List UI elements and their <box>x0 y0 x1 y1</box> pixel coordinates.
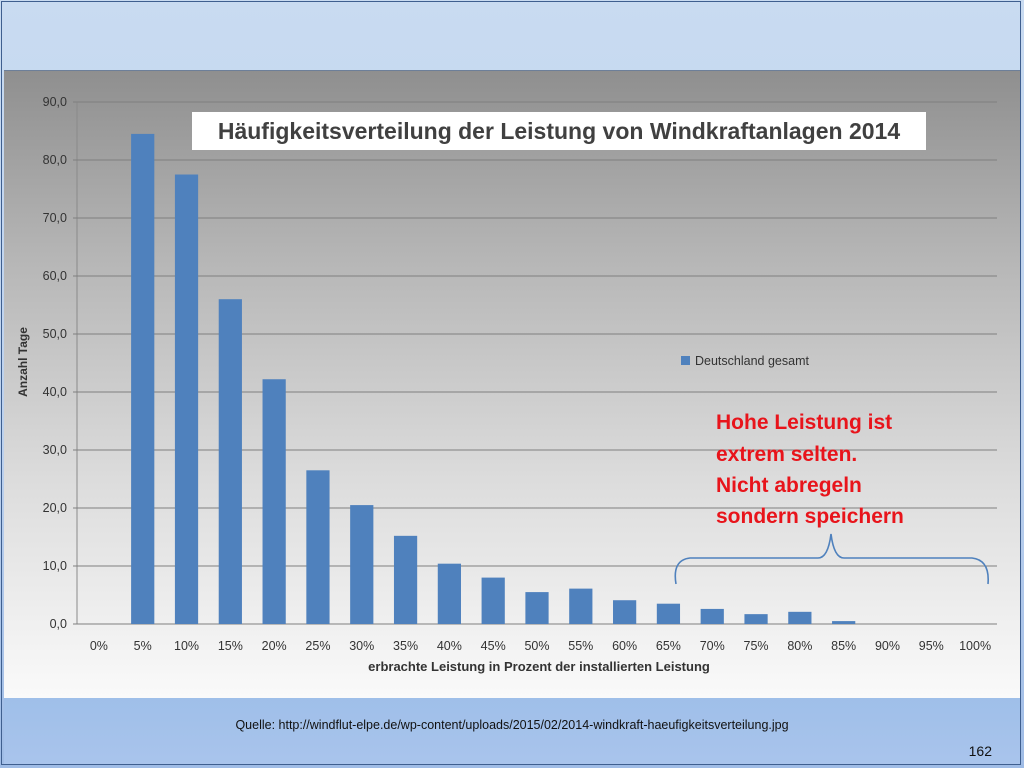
bar <box>306 470 330 624</box>
y-tick-label: 40,0 <box>43 385 67 399</box>
bar <box>788 611 812 624</box>
bar <box>218 299 242 624</box>
bar <box>393 535 418 624</box>
bar <box>350 505 374 624</box>
y-tick-label: 70,0 <box>43 211 67 225</box>
annotation-line-1: Hohe Leistung ist <box>716 411 892 434</box>
chart-panel <box>4 70 1020 699</box>
gridlines <box>73 101 997 625</box>
x-tick-label: 20% <box>262 639 287 653</box>
bar <box>656 603 681 624</box>
x-tick-label: 15% <box>218 639 243 653</box>
y-tick-label: 90,0 <box>43 95 67 109</box>
bar <box>569 588 593 624</box>
x-tick-label: 45% <box>481 639 506 653</box>
y-tick-labels: 0,0 10,0 20,0 30,0 40,0 50,0 60,0 70,0 80,0 90,0 <box>43 95 67 631</box>
bar <box>525 592 549 624</box>
annotation-brace <box>674 533 989 585</box>
annotation-line-3: Nicht abregeln <box>716 474 862 497</box>
bar <box>131 133 155 624</box>
bar <box>437 563 461 624</box>
y-tick-label: 20,0 <box>43 501 67 515</box>
x-tick-label: 0% <box>90 639 108 653</box>
y-tick-label: 50,0 <box>43 327 67 341</box>
y-tick-label: 0,0 <box>50 617 67 631</box>
bar <box>481 577 505 624</box>
bar <box>700 608 724 624</box>
page-number: 162 <box>968 743 992 759</box>
chart-title: Häufigkeitsverteilung der Leistung von W… <box>218 118 900 144</box>
x-tick-label: 50% <box>524 639 549 653</box>
y-tick-label: 80,0 <box>43 153 67 167</box>
x-tick-label: 35% <box>393 639 418 653</box>
x-tick-label: 55% <box>568 639 593 653</box>
x-tick-label: 100% <box>959 639 991 653</box>
x-tick-label: 40% <box>437 639 462 653</box>
bar <box>174 174 199 624</box>
lower-band <box>4 698 1020 764</box>
x-tick-label: 75% <box>744 639 769 653</box>
x-axis-label: erbrachte Leistung in Prozent der instal… <box>368 659 710 674</box>
x-tick-label: 10% <box>174 639 199 653</box>
x-tick-label: 25% <box>305 639 330 653</box>
annotation-line-2: extrem selten. <box>716 443 857 466</box>
bar <box>832 621 856 624</box>
annotation-line-4: sondern speichern <box>716 505 904 528</box>
legend-swatch <box>681 356 690 365</box>
y-tick-label: 30,0 <box>43 443 67 457</box>
x-tick-label: 95% <box>919 639 944 653</box>
x-tick-label: 5% <box>134 639 152 653</box>
x-tick-label: 30% <box>349 639 374 653</box>
x-tick-labels: 0% 5% 10% 15% 20% 25% 30% 35% 40% 45% 50% 55% 60% 65%… <box>90 639 991 653</box>
source-citation: Quelle: http://windflut-elpe.de/wp-conte… <box>235 718 789 732</box>
y-axis-label: Anzahl Tage <box>16 327 30 397</box>
x-tick-label: 60% <box>612 639 637 653</box>
x-tick-label: 70% <box>700 639 725 653</box>
x-tick-label: 80% <box>787 639 812 653</box>
x-tick-label: 65% <box>656 639 681 653</box>
y-tick-label: 60,0 <box>43 269 67 283</box>
bar <box>744 614 768 624</box>
y-tick-label: 10,0 <box>43 559 67 573</box>
bar <box>613 600 637 624</box>
x-tick-label: 90% <box>875 639 900 653</box>
bar <box>262 379 286 624</box>
bar-chart: 0,010,020,030,040,050,060,070,080,090,0 … <box>16 95 997 674</box>
chart-title-box <box>192 112 926 150</box>
x-tick-label: 85% <box>831 639 856 653</box>
legend-label: Deutschland gesamt <box>695 354 809 368</box>
bars <box>131 133 856 624</box>
